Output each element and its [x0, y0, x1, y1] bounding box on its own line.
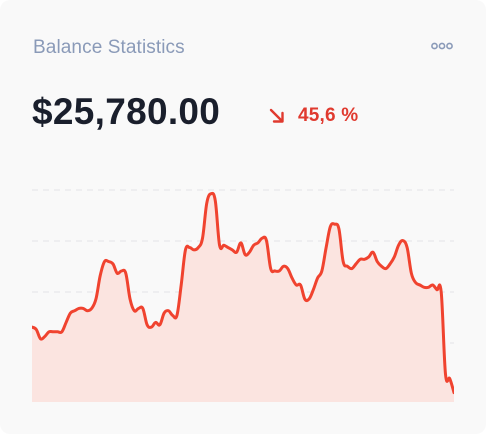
balance-change: 45,6 %: [268, 104, 358, 128]
more-horizontal-icon: [430, 36, 454, 56]
balance-area-chart: [32, 189, 454, 402]
chart-area-fill: [32, 193, 454, 402]
card-title: Balance Statistics: [33, 37, 185, 58]
more-options-button[interactable]: [430, 36, 454, 56]
balance-chart: [32, 160, 454, 402]
arrow-down-right-icon: [268, 107, 286, 125]
chart-series-line: [32, 191, 454, 395]
balance-amount: $25,780.00: [32, 91, 221, 132]
change-percentage: 45,6 %: [298, 105, 359, 126]
